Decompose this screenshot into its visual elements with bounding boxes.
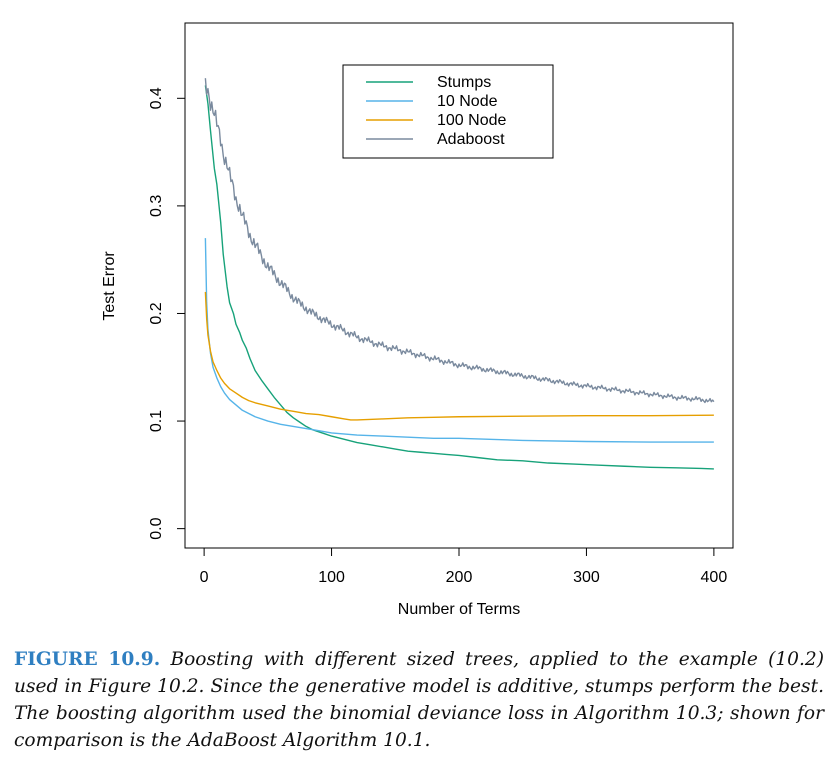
legend-label: 100 Node bbox=[437, 112, 506, 129]
series-line-10-node bbox=[204, 238, 714, 443]
x-tick-label: 200 bbox=[446, 569, 473, 586]
figure-label: FIGURE 10.9. bbox=[14, 649, 161, 670]
series-line-adaboost bbox=[204, 78, 715, 404]
series-line-100-node bbox=[204, 291, 714, 421]
y-axis: 0.0 0.1 0.2 0.3 0.4 bbox=[148, 87, 185, 540]
boosting-test-error-chart: 0 100 200 300 400 0.0 0.1 0.2 0.3 0.4 Number of … bbox=[101, 22, 734, 618]
y-tick-label: 0.4 bbox=[148, 87, 165, 109]
y-tick-label: 0.0 bbox=[148, 517, 165, 539]
legend-label: 10 Node bbox=[437, 93, 498, 110]
figure-caption-text: Boosting with different sized trees, app… bbox=[14, 649, 824, 751]
y-tick-label: 0.1 bbox=[148, 410, 165, 432]
legend-label: Stumps bbox=[437, 74, 491, 91]
series-lines bbox=[204, 78, 715, 470]
y-axis-label: Test Error bbox=[101, 251, 118, 321]
x-axis: 0 100 200 300 400 bbox=[200, 547, 728, 586]
x-tick-label: 300 bbox=[573, 569, 600, 586]
x-axis-label: Number of Terms bbox=[398, 601, 520, 618]
legend: Stumps 10 Node 100 Node Adaboost bbox=[342, 64, 554, 159]
legend-label: Adaboost bbox=[437, 131, 505, 148]
x-tick-label: 0 bbox=[200, 569, 209, 586]
y-tick-label: 0.3 bbox=[148, 195, 165, 217]
x-tick-label: 100 bbox=[318, 569, 345, 586]
x-tick-label: 400 bbox=[701, 569, 728, 586]
legend-box bbox=[342, 64, 554, 159]
y-tick-label: 0.2 bbox=[148, 302, 165, 324]
figure-caption: FIGURE 10.9. Boosting with different siz… bbox=[14, 646, 824, 754]
